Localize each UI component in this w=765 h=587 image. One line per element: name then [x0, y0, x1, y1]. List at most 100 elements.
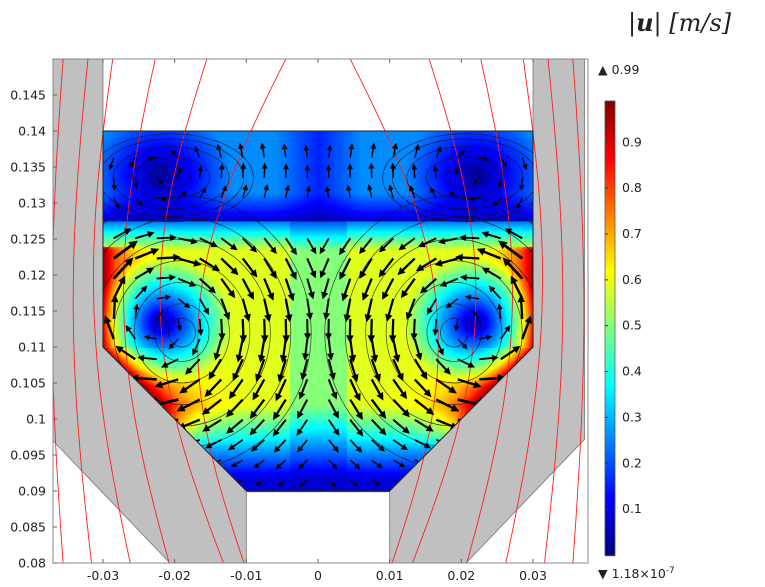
velocity-arrowhead — [213, 352, 221, 361]
colorbar-min-exponent: -7 — [665, 566, 675, 576]
velocity-arrowhead — [332, 428, 340, 436]
contour-line — [466, 59, 513, 563]
velocity-arrow — [413, 338, 421, 355]
velocity-arrowhead — [242, 184, 248, 191]
velocity-arrowhead — [481, 231, 489, 238]
velocity-arrowhead — [439, 280, 448, 287]
velocity-arrow — [306, 258, 315, 273]
velocity-arrowhead — [339, 271, 347, 280]
velocity-arrowhead — [432, 165, 439, 172]
velocity-arrow — [277, 378, 287, 396]
velocity-arrowhead — [202, 307, 210, 315]
velocity-arrow — [275, 419, 287, 433]
velocity-arrowhead — [197, 165, 204, 172]
velocity-arrowhead — [230, 461, 238, 468]
velocity-arrow — [110, 157, 115, 166]
velocity-arrow — [455, 318, 459, 327]
velocity-arrowhead — [352, 481, 359, 487]
left-electrode — [389, 59, 586, 563]
velocity-arrowhead — [252, 392, 260, 401]
velocity-arrowhead — [128, 161, 135, 168]
velocity-arrow — [148, 336, 157, 340]
velocity-arrowhead — [277, 481, 284, 487]
velocity-arrow — [302, 358, 309, 375]
velocity-arrowhead — [473, 311, 479, 317]
velocity-arrowhead — [297, 445, 304, 453]
velocity-arrow — [413, 358, 425, 375]
velocity-arrow — [479, 336, 488, 340]
velocity-arrow — [392, 378, 404, 395]
velocity-arrowhead — [355, 411, 363, 421]
velocity-arrow — [457, 398, 479, 406]
velocity-arrow — [349, 378, 359, 396]
velocity-arrow — [487, 233, 502, 240]
velocity-arrow — [327, 399, 337, 414]
velocity-arrowhead — [297, 410, 304, 419]
velocity-arrowhead — [454, 167, 460, 174]
velocity-arrow — [414, 418, 429, 429]
streamline — [445, 167, 485, 189]
streamline — [406, 146, 524, 210]
velocity-arrowhead — [443, 367, 451, 375]
velocity-arrowhead — [299, 481, 306, 488]
velocity-arrow — [370, 378, 381, 395]
velocity-arrowhead — [269, 270, 277, 279]
velocity-arrowhead — [510, 275, 518, 285]
velocity-arrowhead — [455, 253, 463, 262]
velocity-arrowhead — [325, 164, 332, 171]
velocity-arrowhead — [229, 243, 238, 251]
velocity-arrowhead — [298, 391, 306, 400]
velocity-arrowhead — [348, 354, 357, 363]
velocity-arrowhead — [282, 335, 290, 343]
streamline — [425, 156, 504, 199]
velocity-arrowhead — [359, 270, 367, 279]
velocity-arrow — [198, 298, 207, 311]
velocity-arrow — [440, 257, 459, 265]
velocity-arrow — [177, 318, 181, 327]
velocity-arrow — [401, 257, 416, 272]
velocity-arrow — [157, 398, 179, 406]
streamline — [132, 156, 211, 199]
velocity-arrow — [424, 277, 437, 290]
velocity-arrowhead — [483, 156, 490, 162]
velocity-arrow — [188, 358, 201, 371]
colorbar-min: ▼ 1.18×10-7 — [598, 566, 675, 582]
velocity-arrow — [382, 257, 395, 273]
velocity-arrowhead — [426, 307, 434, 315]
velocity-arrowhead — [434, 259, 443, 267]
velocity-arrowhead — [368, 162, 375, 169]
velocity-arrowhead — [202, 424, 211, 432]
velocity-arrowhead — [481, 267, 490, 275]
velocity-arrowhead — [290, 247, 297, 256]
velocity-arrow — [392, 398, 406, 413]
velocity-arrowhead — [397, 267, 406, 276]
velocity-arrow — [466, 276, 480, 280]
x-tick-label: 0.02 — [447, 568, 475, 583]
colorbar-tick-label: 0.3 — [622, 409, 642, 424]
axes: -0.03 -0.02 -0.01 0 0.01 0.02 0.03 0.08 0.085 0.0… — [10, 58, 589, 583]
velocity-arrowhead — [341, 292, 349, 302]
colorbar-tick-label: 0.2 — [622, 455, 642, 470]
velocity-arrow — [444, 277, 459, 285]
velocity-arrowhead — [173, 253, 181, 262]
velocity-arrow — [161, 378, 179, 386]
y-tick-label: 0.145 — [10, 88, 46, 103]
velocity-arrowhead — [208, 285, 216, 294]
velocity-arrow — [194, 338, 201, 351]
velocity-arrow — [470, 296, 480, 300]
velocity-arrowhead — [235, 354, 244, 363]
velocity-arrowhead — [259, 142, 266, 149]
velocity-arrowhead — [176, 404, 186, 412]
colorbar-frame — [604, 100, 616, 556]
y-tick-label: 0.09 — [18, 484, 46, 499]
velocity-arrow — [143, 357, 157, 361]
velocity-arrow — [304, 338, 309, 355]
velocity-arrow — [113, 230, 127, 240]
velocity-arrowhead — [216, 143, 222, 151]
velocity-arrow — [112, 281, 124, 300]
velocity-arrow — [112, 301, 116, 319]
velocity-arrowhead — [402, 426, 410, 434]
velocity-arrowhead — [400, 443, 408, 451]
velocity-arrow — [220, 277, 232, 294]
velocity-arrowhead — [410, 333, 418, 341]
